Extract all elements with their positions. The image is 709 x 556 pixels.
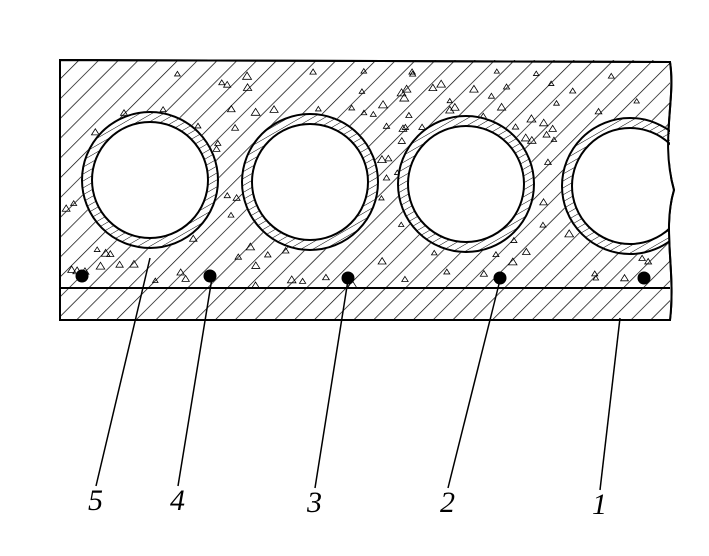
rebar-1 xyxy=(76,270,88,282)
label-1: 1 xyxy=(592,488,607,521)
tube-1 xyxy=(81,111,219,249)
label-3: 3 xyxy=(306,486,322,519)
label-2: 2 xyxy=(440,486,455,519)
label-4: 4 xyxy=(170,484,185,517)
leader-1 xyxy=(600,318,620,490)
label-5: 5 xyxy=(88,484,103,517)
tube-2 xyxy=(241,113,379,251)
cross-section-diagram: 5 4 3 2 1 xyxy=(0,0,709,556)
rebar-5 xyxy=(638,272,650,284)
tube-4 xyxy=(561,117,699,255)
tube-3 xyxy=(397,115,535,253)
rebar-2 xyxy=(204,270,216,282)
bottom-layer-hatch xyxy=(60,288,670,320)
